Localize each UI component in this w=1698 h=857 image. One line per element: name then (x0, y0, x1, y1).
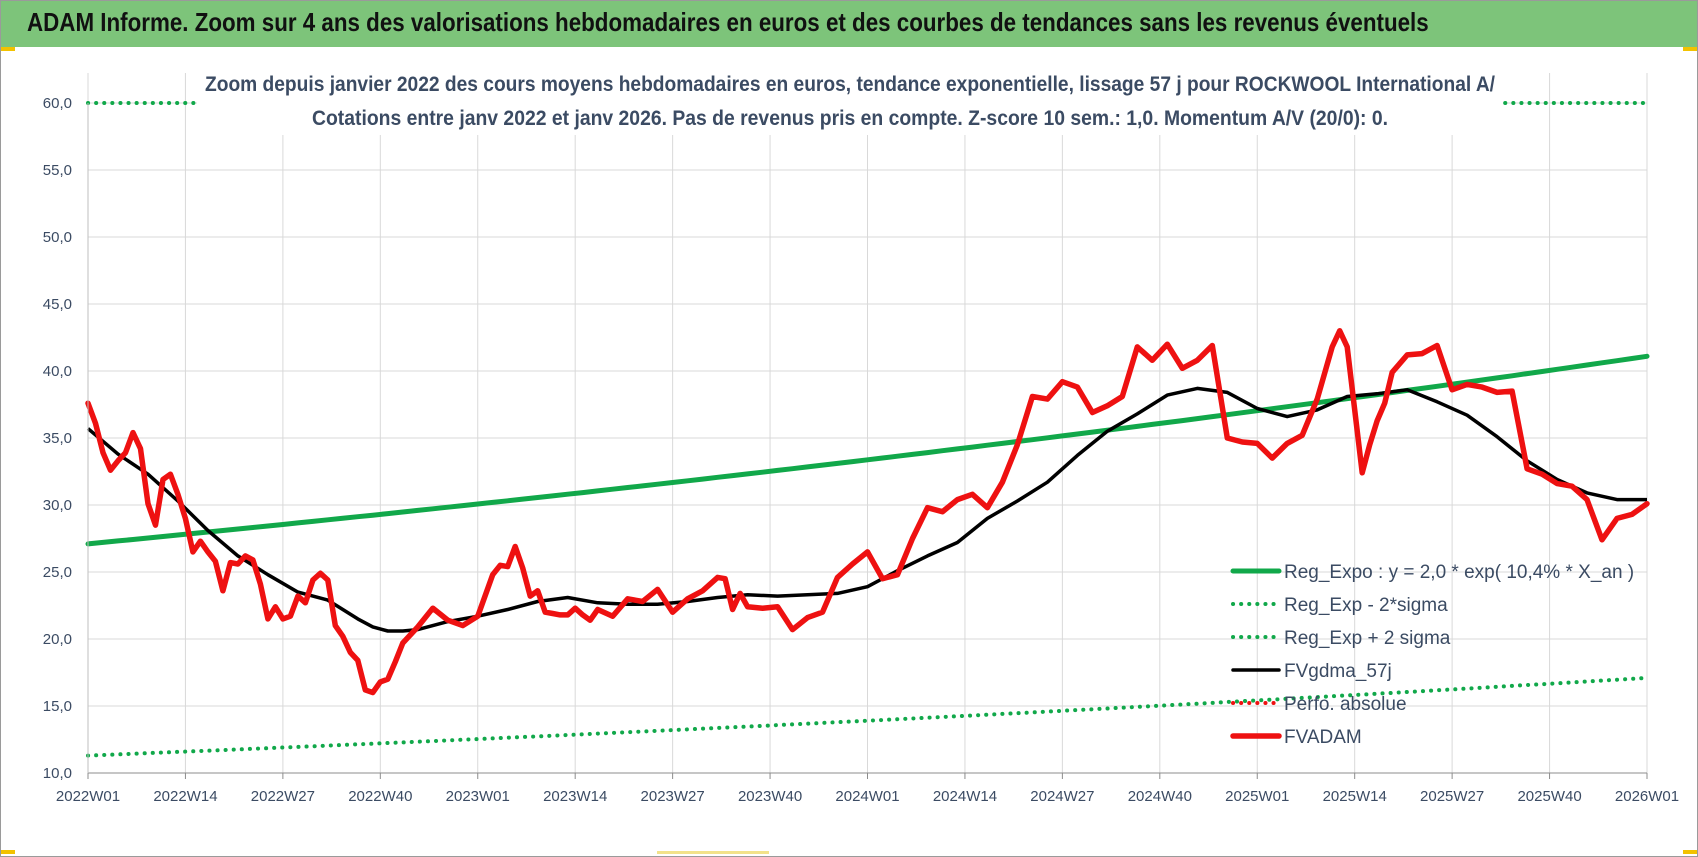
x-tick-label: 2022W27 (251, 788, 315, 805)
subtitle-backdrop (197, 65, 1503, 135)
chart-subtitle-line-2: Cotations entre janv 2022 et janv 2026. … (312, 107, 1388, 130)
legend-label-sigma_plus: Reg_Exp + 2 sigma (1284, 628, 1451, 649)
y-tick-label: 60,0 (43, 95, 72, 112)
y-tick-label: 55,0 (43, 162, 72, 179)
title-banner: ADAM Informe. Zoom sur 4 ans des valoris… (1, 1, 1697, 47)
x-tick-label: 2026W01 (1615, 788, 1679, 805)
corner-mark-bottom-mid (657, 851, 769, 854)
x-tick-label: 2024W14 (933, 788, 997, 805)
series-fvadam (85, 328, 1650, 696)
grid-layer (87, 73, 1648, 773)
legend-label-sigma_minus: Reg_Exp - 2*sigma (1284, 595, 1448, 616)
y-tick-label: 50,0 (43, 229, 72, 246)
x-tick-label: 2022W14 (153, 788, 217, 805)
series-fvgdma-57j (86, 386, 1647, 633)
x-tick-label: 2023W14 (543, 788, 607, 805)
series-layer (85, 101, 1650, 758)
y-tick-label: 15,0 (43, 698, 72, 715)
x-tick-label: 2025W01 (1225, 788, 1289, 805)
y-tick-label: 10,0 (43, 765, 72, 782)
legend-label-fvgdma: FVgdma_57j (1284, 661, 1392, 682)
x-tick-label: 2024W01 (835, 788, 899, 805)
y-tick-label: 20,0 (43, 631, 72, 648)
legend-label-perfo: Perfo. absolue (1284, 694, 1407, 715)
chart-legend: Reg_Expo : y = 2,0 * exp( 10,4% * X_an )… (1230, 562, 1634, 748)
x-tick-label: 2023W27 (641, 788, 705, 805)
legend-label-reg_expo: Reg_Expo : y = 2,0 * exp( 10,4% * X_an ) (1284, 562, 1634, 583)
x-tick-label: 2023W01 (446, 788, 510, 805)
x-tick-label: 2022W01 (56, 788, 120, 805)
x-tick-label: 2024W27 (1030, 788, 1094, 805)
corner-mark-left (1, 47, 15, 51)
axis-layer: 10,0 15,0 20,0 25,0 30,0 35,0 40,0 45,0 50,0 55,0… (43, 95, 1679, 805)
y-tick-label: 30,0 (43, 497, 72, 514)
x-tick-label: 2025W40 (1517, 788, 1581, 805)
y-tick-label: 25,0 (43, 564, 72, 581)
series-reg-exp-minus-2-sigma (86, 675, 1649, 758)
x-tick-label: 2022W40 (348, 788, 412, 805)
x-tick-label: 2024W40 (1128, 788, 1192, 805)
legend-label-fvadam: FVADAM (1284, 727, 1362, 748)
chart-subtitle-line-1: Zoom depuis janvier 2022 des cours moyen… (205, 73, 1495, 96)
page-title: ADAM Informe. Zoom sur 4 ans des valoris… (27, 7, 1429, 37)
corner-mark-bottom-right (1683, 850, 1697, 854)
x-tick-label: 2025W14 (1323, 788, 1387, 805)
x-tick-label: 2023W40 (738, 788, 802, 805)
y-tick-label: 45,0 (43, 296, 72, 313)
corner-mark-right (1683, 47, 1697, 51)
y-tick-label: 35,0 (43, 430, 72, 447)
y-tick-label: 40,0 (43, 363, 72, 380)
corner-mark-bottom-left (1, 850, 15, 854)
x-tick-label: 2025W27 (1420, 788, 1484, 805)
